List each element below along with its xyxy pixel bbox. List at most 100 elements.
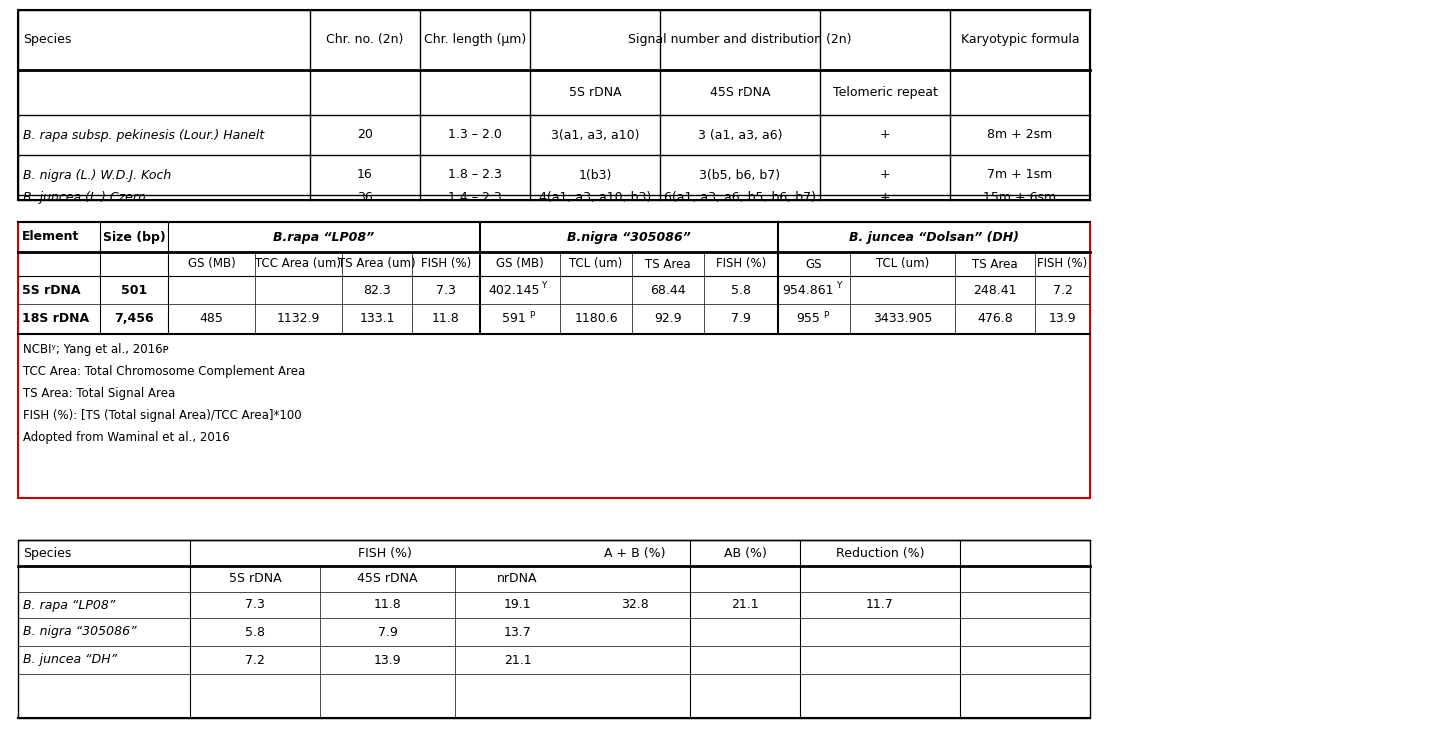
Text: Karyotypic formula: Karyotypic formula xyxy=(960,34,1079,47)
Text: B. nigra “305086”: B. nigra “305086” xyxy=(23,626,136,638)
Text: 1180.6: 1180.6 xyxy=(575,312,618,325)
Text: AB (%): AB (%) xyxy=(724,547,767,559)
Text: A + B (%): A + B (%) xyxy=(605,547,666,559)
Text: 7.2: 7.2 xyxy=(245,654,265,667)
Text: nrDNA: nrDNA xyxy=(497,572,537,586)
Text: 20: 20 xyxy=(357,129,373,142)
Text: 82.3: 82.3 xyxy=(363,284,391,297)
Text: TCC Area: Total Chromosome Complement Area: TCC Area: Total Chromosome Complement Ar… xyxy=(23,366,305,379)
Text: 485: 485 xyxy=(199,312,224,325)
Text: Telomeric repeat: Telomeric repeat xyxy=(833,86,937,99)
Text: 3433.905: 3433.905 xyxy=(873,312,933,325)
Text: 21.1: 21.1 xyxy=(731,599,759,612)
Text: Species: Species xyxy=(23,547,72,559)
Text: Y: Y xyxy=(542,281,546,290)
Text: 45S rDNA: 45S rDNA xyxy=(709,86,771,99)
Text: FISH (%): FISH (%) xyxy=(358,547,411,559)
Text: +: + xyxy=(880,129,890,142)
Text: B. rapa “LP08”: B. rapa “LP08” xyxy=(23,599,116,612)
Text: 476.8: 476.8 xyxy=(977,312,1013,325)
Text: 15m + 6sm: 15m + 6sm xyxy=(983,191,1056,204)
Text: Reduction (%): Reduction (%) xyxy=(835,547,924,559)
Text: 45S rDNA: 45S rDNA xyxy=(357,572,418,586)
Bar xyxy=(19,222,1091,498)
Text: 3 (a1, a3, a6): 3 (a1, a3, a6) xyxy=(698,129,782,142)
Text: Y: Y xyxy=(837,281,841,290)
Text: 7.9: 7.9 xyxy=(377,626,397,638)
Bar xyxy=(19,540,1091,718)
Text: +: + xyxy=(880,169,890,181)
Text: 3(a1, a3, a10): 3(a1, a3, a10) xyxy=(550,129,639,142)
Text: 133.1: 133.1 xyxy=(360,312,394,325)
Text: 5S rDNA: 5S rDNA xyxy=(21,284,80,297)
Text: 21.1: 21.1 xyxy=(503,654,532,667)
Text: 92.9: 92.9 xyxy=(655,312,682,325)
Text: TCC Area (um): TCC Area (um) xyxy=(255,257,341,270)
Text: 7.2: 7.2 xyxy=(1053,284,1072,297)
Text: Signal number and distribution (2n): Signal number and distribution (2n) xyxy=(628,34,851,47)
Text: 1.3 – 2.0: 1.3 – 2.0 xyxy=(449,129,502,142)
Text: 13.9: 13.9 xyxy=(1049,312,1076,325)
Text: FISH (%): FISH (%) xyxy=(421,257,471,270)
Text: 68.44: 68.44 xyxy=(651,284,686,297)
Text: Element: Element xyxy=(21,230,79,243)
Text: 32.8: 32.8 xyxy=(620,599,649,612)
Text: 16: 16 xyxy=(357,169,373,181)
Text: 954.861: 954.861 xyxy=(782,284,834,297)
Text: 8m + 2sm: 8m + 2sm xyxy=(987,129,1053,142)
Text: Chr. no. (2n): Chr. no. (2n) xyxy=(327,34,404,47)
Text: GS (MB): GS (MB) xyxy=(496,257,545,270)
Text: Adopted from Waminal et al., 2016: Adopted from Waminal et al., 2016 xyxy=(23,431,229,444)
Text: 5S rDNA: 5S rDNA xyxy=(569,86,622,99)
Text: 4(a1, a3, a10, b3): 4(a1, a3, a10, b3) xyxy=(539,191,651,204)
Text: B.rapa “LP08”: B.rapa “LP08” xyxy=(274,230,374,243)
Text: 18S rDNA: 18S rDNA xyxy=(21,312,89,325)
Text: B. juncea “DH”: B. juncea “DH” xyxy=(23,654,118,667)
Text: B.nigra “305086”: B.nigra “305086” xyxy=(567,230,691,243)
Text: 591: 591 xyxy=(502,312,526,325)
Bar xyxy=(19,10,1091,200)
Text: 19.1: 19.1 xyxy=(503,599,532,612)
Text: 7,456: 7,456 xyxy=(115,312,153,325)
Text: 7.3: 7.3 xyxy=(436,284,456,297)
Text: B. juncea (L.) Czern.: B. juncea (L.) Czern. xyxy=(23,191,150,204)
Text: P: P xyxy=(529,311,535,319)
Text: TCL (um): TCL (um) xyxy=(569,257,622,270)
Text: 13.7: 13.7 xyxy=(503,626,532,638)
Text: 11.7: 11.7 xyxy=(866,599,894,612)
Text: FISH (%): FISH (%) xyxy=(1037,257,1088,270)
Text: 955: 955 xyxy=(797,312,820,325)
Text: 248.41: 248.41 xyxy=(973,284,1017,297)
Text: B. juncea “Dolsan” (DH): B. juncea “Dolsan” (DH) xyxy=(848,230,1019,243)
Text: TS Area: TS Area xyxy=(972,257,1017,270)
Text: 1.8 – 2.3: 1.8 – 2.3 xyxy=(449,169,502,181)
Text: 1(b3): 1(b3) xyxy=(579,169,612,181)
Text: 3(b5, b6, b7): 3(b5, b6, b7) xyxy=(699,169,781,181)
Text: FISH (%): [TS (Total signal Area)/TCC Area]*100: FISH (%): [TS (Total signal Area)/TCC Ar… xyxy=(23,409,301,423)
Text: +: + xyxy=(880,191,890,204)
Text: TS Area: TS Area xyxy=(645,257,691,270)
Text: Size (bp): Size (bp) xyxy=(103,230,165,243)
Text: B. nigra (L.) W.D.J. Koch: B. nigra (L.) W.D.J. Koch xyxy=(23,169,172,181)
Text: TS Area (um): TS Area (um) xyxy=(338,257,416,270)
Text: 402.145: 402.145 xyxy=(489,284,540,297)
Text: Species: Species xyxy=(23,34,72,47)
Text: 36: 36 xyxy=(357,191,373,204)
Text: 11.8: 11.8 xyxy=(374,599,401,612)
Text: 7.3: 7.3 xyxy=(245,599,265,612)
Text: B. rapa subsp. pekinesis (Lour.) Hanelt: B. rapa subsp. pekinesis (Lour.) Hanelt xyxy=(23,129,264,142)
Text: 11.8: 11.8 xyxy=(433,312,460,325)
Text: Chr. length (μm): Chr. length (μm) xyxy=(424,34,526,47)
Text: 6(a1, a3, a6, b5, b6, b7): 6(a1, a3, a6, b5, b6, b7) xyxy=(663,191,815,204)
Text: 5S rDNA: 5S rDNA xyxy=(229,572,281,586)
Text: NCBIʸ; Yang et al., 2016ᴘ: NCBIʸ; Yang et al., 2016ᴘ xyxy=(23,344,169,357)
Text: GS (MB): GS (MB) xyxy=(188,257,235,270)
Text: 5.8: 5.8 xyxy=(245,626,265,638)
Text: 7.9: 7.9 xyxy=(731,312,751,325)
Text: 7m + 1sm: 7m + 1sm xyxy=(987,169,1053,181)
Text: 13.9: 13.9 xyxy=(374,654,401,667)
Text: 1.4 – 2.3: 1.4 – 2.3 xyxy=(449,191,502,204)
Text: FISH (%): FISH (%) xyxy=(716,257,767,270)
Text: TCL (um): TCL (um) xyxy=(876,257,929,270)
Text: 1132.9: 1132.9 xyxy=(277,312,320,325)
